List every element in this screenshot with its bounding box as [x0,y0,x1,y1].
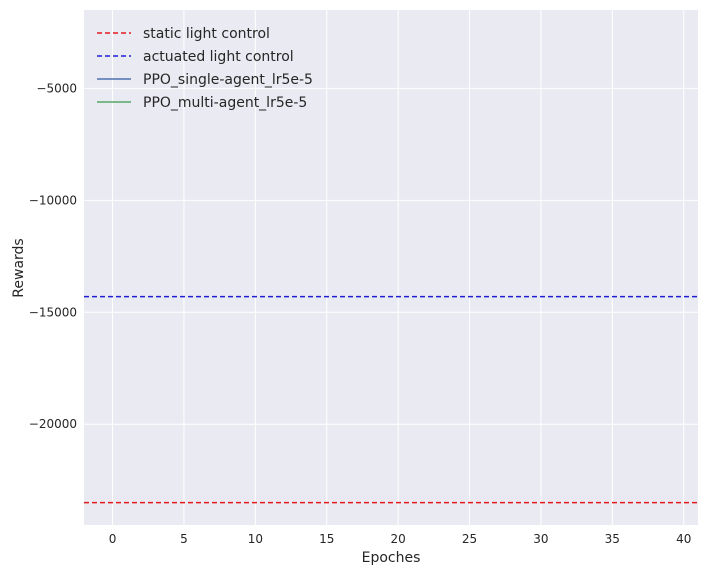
y-tick-label: −5000 [36,81,77,95]
y-tick-label: −20000 [29,417,77,431]
legend: static light control actuated light contr… [97,26,313,111]
x-tick-label: 30 [533,532,548,546]
x-tick-label: 15 [319,532,334,546]
legend-label: PPO_multi-agent_lr5e-5 [143,95,307,111]
y-axis-label: Rewards [11,238,27,297]
y-tick-label: −10000 [29,193,77,207]
legend-label: actuated light control [143,49,294,65]
x-tick-label: 0 [109,532,117,546]
x-tick-label: 35 [605,532,620,546]
grid-lines [84,10,698,525]
plot-area [84,10,698,525]
y-tick-label: −15000 [29,305,77,319]
x-axis-label: Epoches [362,550,421,566]
legend-label: static light control [143,26,270,42]
x-tick-labels: 0 5 10 15 20 25 30 35 40 [109,532,692,546]
x-tick-label: 25 [462,532,477,546]
legend-label: PPO_single-agent_lr5e-5 [143,72,313,88]
x-tick-label: 5 [180,532,188,546]
x-tick-label: 10 [248,532,263,546]
series-lines [84,295,698,504]
x-tick-label: 20 [390,532,405,546]
x-tick-label: 40 [676,532,691,546]
y-tick-labels: −5000 −10000 −15000 −20000 [29,81,77,431]
